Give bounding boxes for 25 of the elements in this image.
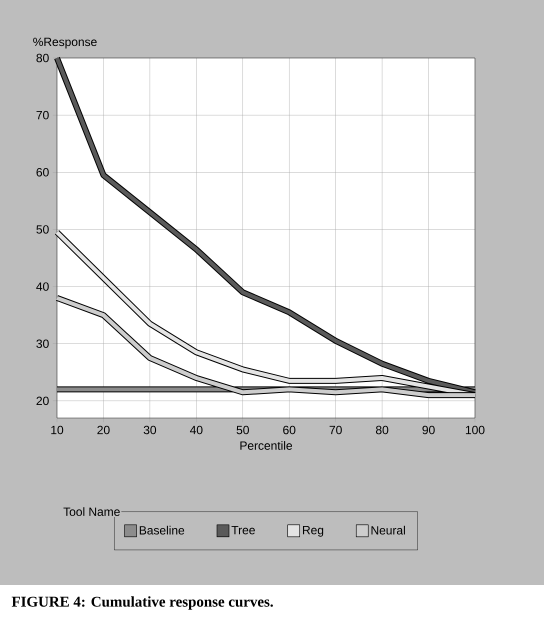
legend-label: Reg [302,526,324,537]
x-tick-label: 50 [236,426,249,434]
y-tick-label: 60 [36,168,49,177]
y-tick-label: 30 [36,339,49,348]
legend-title: Tool Name [63,507,120,516]
x-tick-label: 90 [422,426,435,434]
x-tick-label: 40 [190,426,203,434]
x-tick-label: 70 [330,426,342,434]
x-axis-title: Percentile [240,441,292,450]
x-tick-label: 10 [51,426,64,434]
y-tick-label: 20 [36,396,49,406]
legend-label: Baseline [140,526,184,535]
legend-label: Neural [372,526,405,535]
y-tick-label: 50 [36,225,49,234]
x-tick-label: 80 [376,426,388,434]
x-tick-label: 60 [283,426,296,434]
legend-label: Tree [232,526,255,534]
x-tick-label: 100 [466,426,484,434]
x-tick-label: 20 [97,426,110,434]
x-tick-label: 30 [144,426,156,434]
y-axis-title: %Response [33,38,97,48]
caption: FIGURE 4: Cumulative response curves. [12,596,273,610]
y-tick-label: 70 [36,110,49,120]
y-tick-label: 80 [36,54,49,62]
y-tick-label: 40 [36,282,49,291]
